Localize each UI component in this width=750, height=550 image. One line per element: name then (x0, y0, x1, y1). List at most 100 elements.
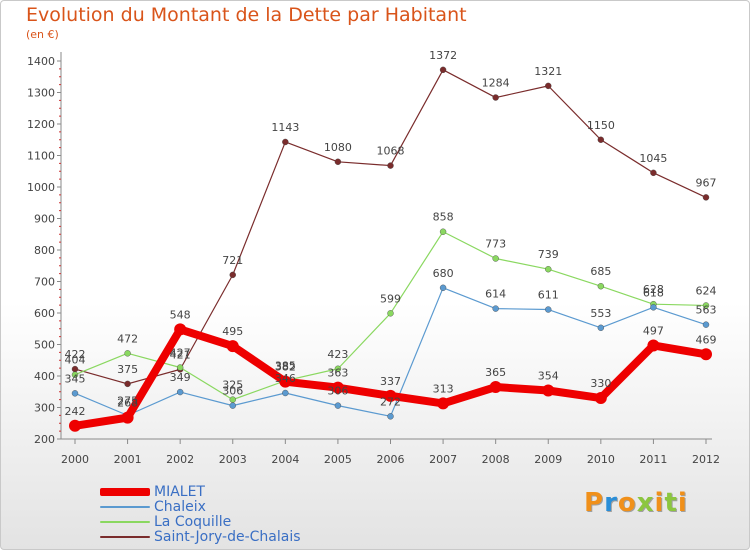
data-label: 349 (170, 371, 191, 384)
logo-letter: r (604, 488, 618, 518)
x-tick-label: 2003 (219, 453, 247, 466)
data-point (174, 323, 187, 336)
data-point (597, 324, 605, 332)
x-tick-label: 2001 (114, 453, 142, 466)
data-label: 472 (117, 332, 138, 345)
data-point (384, 389, 397, 402)
logo-letter: i (654, 488, 665, 518)
data-point (597, 136, 605, 143)
y-tick-label: 1100 (27, 150, 55, 163)
y-tick-label: 200 (34, 433, 55, 446)
data-point (69, 419, 81, 432)
y-tick-label: 800 (34, 244, 55, 257)
data-label: 553 (590, 307, 611, 320)
data-label: 614 (485, 288, 506, 301)
data-point (176, 388, 184, 396)
legend-item: Chaleix (100, 499, 206, 515)
y-tick-label: 1000 (27, 181, 55, 194)
data-point (439, 284, 447, 291)
data-point (71, 390, 79, 397)
data-point (334, 402, 342, 409)
logo-letter: P (584, 488, 605, 518)
legend-swatch (100, 488, 150, 496)
x-tick-label: 2006 (377, 453, 405, 466)
data-label: 858 (433, 211, 454, 224)
legend-label: La Coquille (154, 514, 232, 530)
y-tick-label: 300 (34, 402, 55, 415)
y-tick-label: 700 (34, 276, 55, 289)
data-point (545, 266, 552, 273)
data-label: 628 (643, 283, 664, 296)
data-label: 469 (696, 333, 717, 346)
data-label: 611 (538, 289, 559, 302)
data-point (387, 413, 394, 420)
data-point (229, 402, 236, 409)
proxiti-logo: Proxiti (584, 488, 688, 518)
data-label: 1045 (639, 152, 667, 165)
y-tick-label: 1300 (27, 87, 55, 100)
data-label: 354 (538, 369, 559, 382)
data-point (492, 94, 499, 101)
logo-letter: t (664, 488, 678, 518)
y-tick-label: 1200 (27, 118, 55, 131)
data-point (334, 365, 342, 372)
data-label: 363 (327, 367, 348, 380)
legend-label: Saint-Jory-de-Chalais (154, 529, 301, 545)
data-label: 548 (170, 308, 191, 321)
logo-letter: i (677, 488, 688, 518)
data-label: 427 (170, 346, 191, 359)
data-label: 325 (222, 379, 243, 392)
y-tick-label: 1400 (27, 55, 55, 68)
legend-item: Saint-Jory-de-Chalais (100, 529, 301, 545)
data-label: 268 (117, 397, 138, 410)
data-point (492, 255, 499, 262)
data-point (334, 158, 342, 166)
data-label: 382 (275, 361, 296, 374)
data-label: 599 (380, 292, 401, 305)
x-tick-label: 2007 (429, 453, 457, 466)
legend-label: MIALET (154, 484, 205, 500)
x-tick-label: 2008 (482, 453, 510, 466)
data-label: 563 (696, 304, 717, 317)
x-tick-label: 2012 (692, 453, 720, 466)
data-label: 313 (433, 382, 454, 395)
data-point (650, 169, 657, 177)
data-label: 345 (65, 372, 86, 385)
data-point (387, 310, 394, 317)
data-label: 618 (643, 286, 664, 299)
data-label: 306 (327, 385, 348, 398)
data-point (226, 340, 239, 353)
series-line-3 (74, 69, 707, 385)
data-label: 1143 (271, 121, 299, 134)
data-label: 346 (275, 372, 296, 385)
x-tick-label: 2010 (587, 453, 615, 466)
data-point (282, 389, 289, 397)
data-point (439, 66, 447, 74)
data-label: 272 (380, 395, 401, 408)
x-tick-label: 2004 (271, 453, 299, 466)
data-label: 773 (485, 238, 506, 251)
line-chart: 200 300 400 500 600 700 800 900 1000 1100 1200 1300… (27, 49, 720, 466)
data-point (702, 194, 710, 201)
legend-label: Chaleix (154, 499, 206, 515)
data-point (542, 384, 555, 397)
x-tick-label: 2005 (324, 453, 352, 466)
data-label: 1372 (429, 49, 457, 62)
legend-swatch (100, 521, 150, 523)
data-label: 330 (590, 377, 611, 390)
data-point (594, 392, 607, 405)
y-tick-label: 900 (34, 213, 55, 226)
data-point (489, 381, 502, 394)
data-label: 422 (65, 348, 86, 361)
data-label: 497 (643, 324, 664, 337)
data-label: 1321 (534, 65, 562, 78)
data-label: 1080 (324, 141, 352, 154)
legend-item: MIALET (100, 484, 205, 500)
data-label: 375 (117, 363, 138, 376)
data-label: 680 (433, 267, 454, 280)
x-tick-label: 2011 (639, 453, 667, 466)
y-tick-label: 600 (34, 307, 55, 320)
data-label: 721 (222, 254, 243, 267)
data-point (71, 371, 79, 378)
